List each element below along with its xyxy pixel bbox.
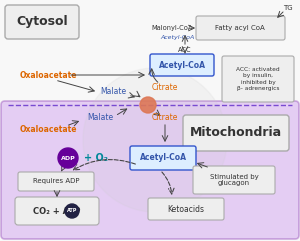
- FancyBboxPatch shape: [196, 16, 285, 40]
- Circle shape: [58, 148, 78, 168]
- Text: + O₂: + O₂: [84, 153, 108, 163]
- FancyBboxPatch shape: [183, 115, 289, 151]
- Text: Cytosol: Cytosol: [16, 15, 68, 28]
- FancyBboxPatch shape: [15, 197, 99, 225]
- Circle shape: [83, 68, 227, 212]
- Text: ACC: activated
by insulin,
inhibited by
β- adrenergics: ACC: activated by insulin, inhibited by …: [236, 67, 280, 91]
- Text: ATP: ATP: [67, 208, 77, 214]
- Text: Acetyl-CoA: Acetyl-CoA: [140, 154, 187, 162]
- Text: Acetyl-CoA: Acetyl-CoA: [158, 60, 206, 69]
- Text: TG: TG: [283, 5, 293, 11]
- FancyBboxPatch shape: [18, 172, 94, 191]
- Text: Acetyl-CoA: Acetyl-CoA: [160, 35, 194, 40]
- FancyBboxPatch shape: [130, 146, 196, 170]
- FancyBboxPatch shape: [193, 166, 275, 194]
- Text: Fatty acyl CoA: Fatty acyl CoA: [215, 25, 265, 31]
- Text: Oxaloacetate: Oxaloacetate: [19, 71, 77, 80]
- Text: Citrate: Citrate: [152, 83, 178, 93]
- Text: Mitochondria: Mitochondria: [190, 127, 282, 140]
- Circle shape: [140, 97, 156, 113]
- Circle shape: [65, 204, 79, 218]
- FancyBboxPatch shape: [1, 101, 299, 239]
- FancyBboxPatch shape: [222, 56, 294, 102]
- Text: Stimulated by
glucagon: Stimulated by glucagon: [210, 174, 258, 187]
- Text: Malonyl-CoA: Malonyl-CoA: [151, 25, 193, 31]
- Text: Malate: Malate: [87, 114, 113, 122]
- Text: Citrate: Citrate: [152, 114, 178, 122]
- Text: Ketoacids: Ketoacids: [167, 205, 205, 214]
- Text: ACC: ACC: [178, 47, 192, 53]
- Text: Malate: Malate: [100, 87, 126, 96]
- FancyBboxPatch shape: [148, 198, 224, 220]
- Text: ADP: ADP: [61, 155, 75, 161]
- Text: CO₂ + ATP: CO₂ + ATP: [33, 207, 81, 215]
- Text: Oxaloacetate: Oxaloacetate: [19, 126, 77, 134]
- FancyBboxPatch shape: [5, 5, 79, 39]
- FancyBboxPatch shape: [150, 54, 214, 76]
- Text: Requires ADP: Requires ADP: [33, 178, 79, 184]
